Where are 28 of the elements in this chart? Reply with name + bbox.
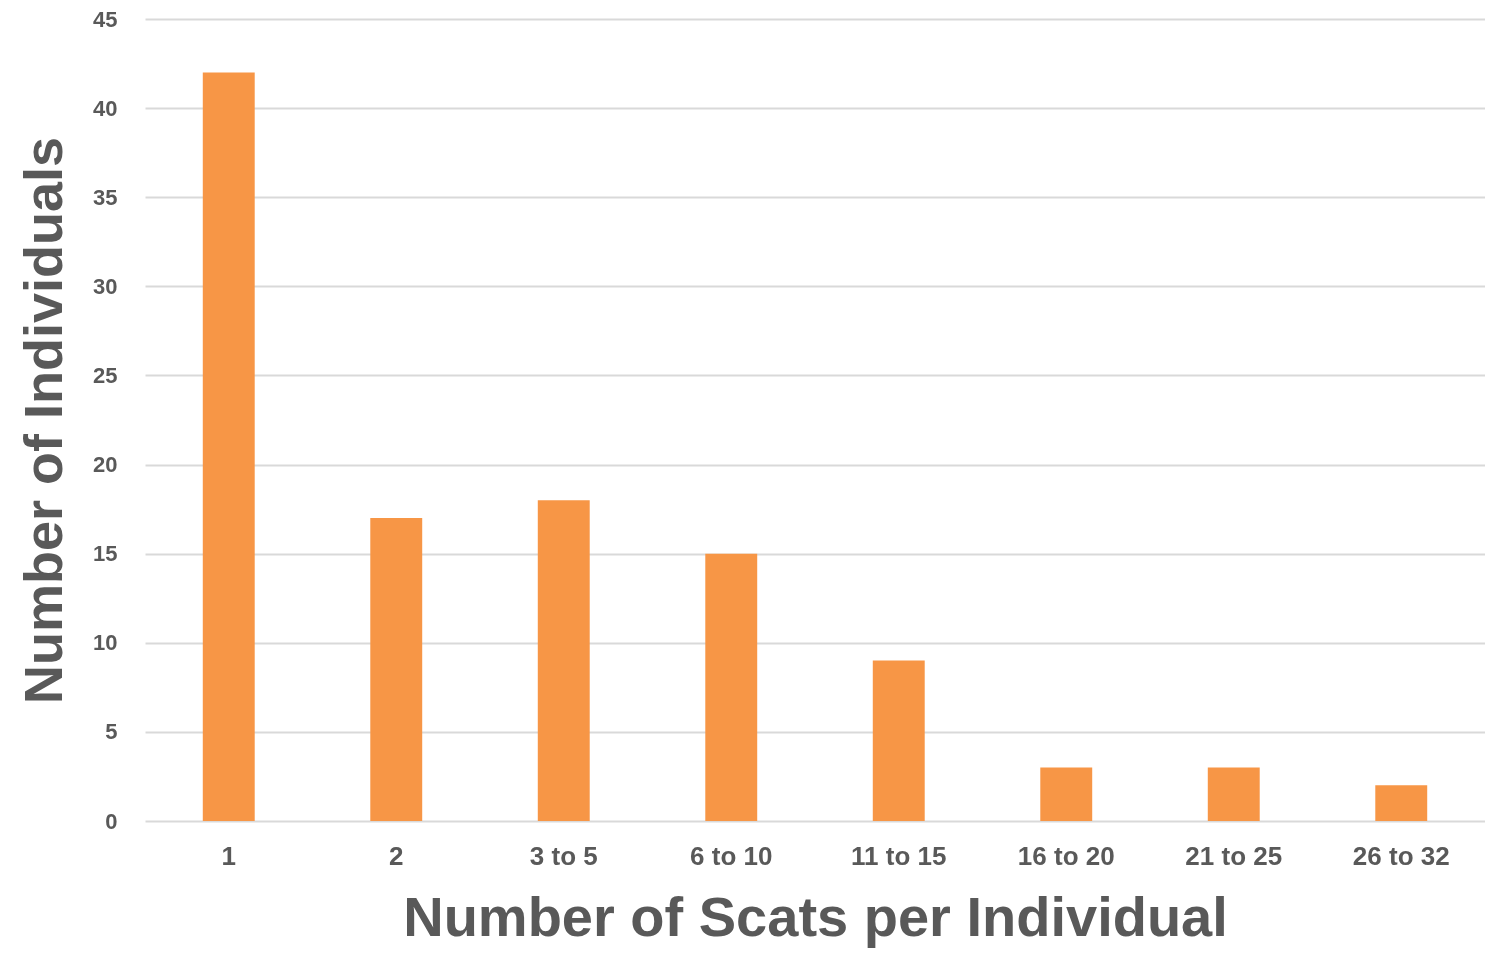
y-tick-label: 40 bbox=[93, 95, 118, 121]
bar bbox=[202, 72, 255, 821]
y-tick-label: 45 bbox=[93, 6, 118, 32]
bar bbox=[370, 518, 423, 821]
x-axis-title: Number of Scats per Individual bbox=[403, 884, 1228, 948]
y-tick-label: 25 bbox=[93, 362, 118, 388]
y-tick-label: 30 bbox=[93, 273, 118, 299]
x-tick-label: 1 bbox=[221, 840, 236, 871]
bar bbox=[1375, 785, 1428, 821]
x-tick-label: 3 to 5 bbox=[529, 840, 598, 871]
x-tick-label: 11 to 15 bbox=[851, 840, 947, 871]
bar bbox=[537, 500, 590, 821]
x-tick-label: 26 to 32 bbox=[1352, 840, 1450, 871]
y-tick-label: 35 bbox=[93, 184, 118, 210]
x-tick-label: 6 to 10 bbox=[690, 840, 773, 871]
x-tick-label: 21 to 25 bbox=[1185, 840, 1283, 871]
y-tick-label: 0 bbox=[105, 808, 118, 834]
bar bbox=[1207, 767, 1260, 821]
x-tick-label: 16 to 20 bbox=[1017, 840, 1115, 871]
y-axis-title: Number of Individuals bbox=[13, 136, 74, 705]
y-tick-label: 10 bbox=[93, 630, 118, 656]
bar bbox=[705, 553, 758, 821]
bar bbox=[1040, 767, 1093, 821]
y-tick-label: 20 bbox=[93, 452, 118, 478]
bar bbox=[872, 660, 925, 821]
x-tick-label: 2 bbox=[389, 840, 404, 871]
y-tick-label: 15 bbox=[93, 541, 118, 567]
y-tick-label: 5 bbox=[105, 719, 118, 745]
